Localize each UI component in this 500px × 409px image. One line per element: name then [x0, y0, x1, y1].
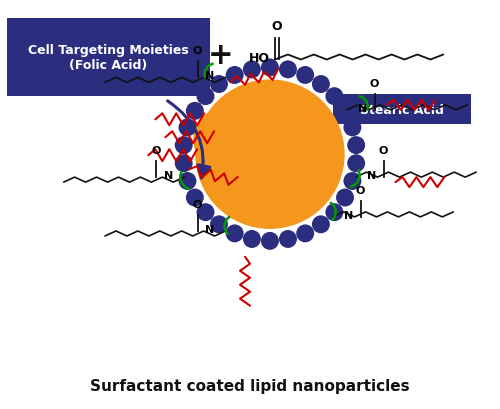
Circle shape	[174, 137, 192, 155]
Circle shape	[178, 173, 196, 191]
Text: N: N	[344, 210, 353, 220]
Circle shape	[312, 76, 330, 94]
Circle shape	[243, 230, 261, 248]
Circle shape	[243, 61, 261, 79]
Circle shape	[261, 232, 279, 250]
Circle shape	[336, 189, 354, 207]
Text: O: O	[379, 146, 388, 156]
FancyArrowPatch shape	[168, 101, 210, 179]
Text: O: O	[370, 79, 380, 89]
Text: N: N	[358, 103, 368, 114]
Circle shape	[193, 108, 257, 172]
Text: O: O	[193, 46, 202, 56]
Circle shape	[296, 225, 314, 243]
Circle shape	[296, 67, 314, 85]
Text: N: N	[205, 225, 214, 234]
Circle shape	[326, 88, 344, 106]
Circle shape	[195, 80, 344, 229]
Circle shape	[279, 230, 297, 248]
Text: O: O	[193, 200, 202, 209]
Circle shape	[279, 61, 297, 79]
Text: N: N	[205, 71, 214, 81]
Circle shape	[186, 189, 204, 207]
Circle shape	[178, 119, 196, 137]
Circle shape	[344, 173, 361, 191]
FancyBboxPatch shape	[332, 95, 471, 125]
Text: HO: HO	[249, 52, 270, 65]
Circle shape	[210, 76, 228, 94]
Circle shape	[186, 103, 204, 121]
Circle shape	[347, 137, 365, 155]
Circle shape	[347, 155, 365, 173]
Circle shape	[196, 88, 214, 106]
Text: O: O	[152, 146, 161, 156]
Circle shape	[326, 204, 344, 222]
Circle shape	[312, 216, 330, 234]
Circle shape	[196, 204, 214, 222]
Circle shape	[226, 67, 244, 85]
Circle shape	[344, 119, 361, 137]
Circle shape	[210, 216, 228, 234]
Text: Cell Targeting Moieties
(Folic Acid): Cell Targeting Moieties (Folic Acid)	[28, 43, 189, 71]
Text: O: O	[272, 20, 282, 32]
Circle shape	[336, 103, 354, 121]
Text: Stearic Acid: Stearic Acid	[360, 103, 444, 117]
Circle shape	[174, 155, 192, 173]
Text: N: N	[164, 171, 173, 181]
Text: N: N	[367, 171, 376, 181]
Text: Surfactant coated lipid nanoparticles: Surfactant coated lipid nanoparticles	[90, 378, 410, 393]
Circle shape	[261, 59, 279, 77]
Text: +: +	[208, 41, 233, 70]
Circle shape	[226, 225, 244, 243]
Text: O: O	[356, 186, 365, 196]
FancyBboxPatch shape	[7, 18, 210, 97]
